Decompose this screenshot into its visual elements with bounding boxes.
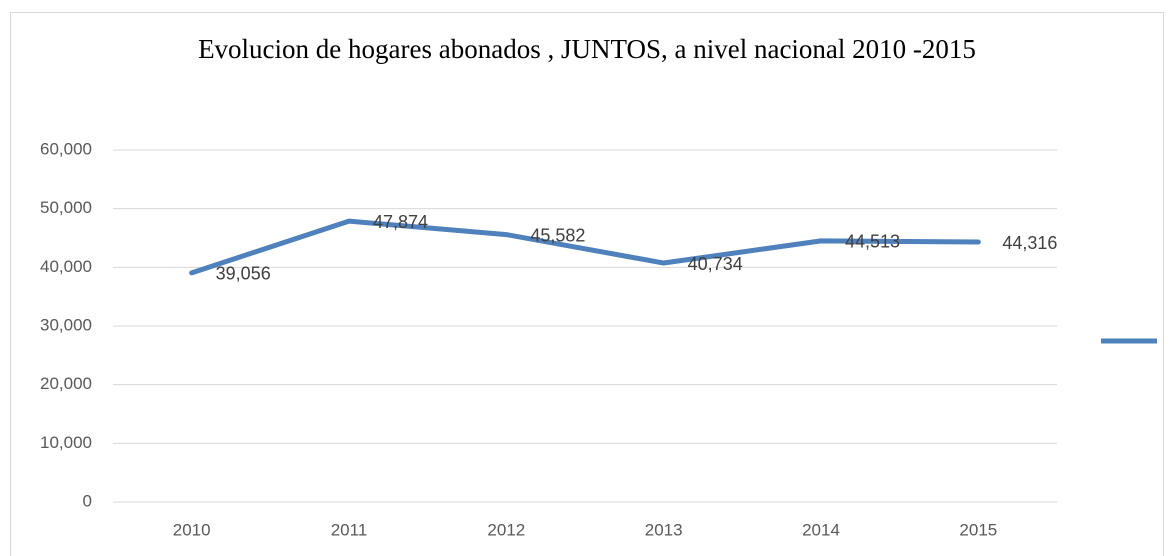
y-tick-label: 20,000 [40, 374, 92, 393]
y-tick-label: 30,000 [40, 315, 92, 334]
x-tick-label: 2010 [173, 520, 211, 539]
data-label: 40,734 [688, 254, 743, 274]
y-tick-label: 40,000 [40, 257, 92, 276]
data-label: 39,056 [216, 264, 271, 284]
series-line [189, 218, 981, 276]
y-tick-label: 60,000 [40, 139, 92, 158]
data-label: 45,582 [530, 225, 585, 245]
data-label: 47,874 [373, 212, 428, 232]
data-label: 44,316 [1002, 233, 1057, 253]
chart-border [10, 12, 1164, 556]
x-tick-label: 2012 [487, 520, 525, 539]
y-tick-label: 10,000 [40, 433, 92, 452]
x-tick-label: 2015 [959, 520, 997, 539]
x-tick-label: 2011 [331, 520, 368, 539]
y-tick-label: 0 [83, 491, 92, 510]
chart-title: Evolucion de hogares abonados , JUNTOS, … [198, 34, 976, 64]
x-tick-label: 2013 [645, 520, 683, 539]
y-tick-label: 50,000 [40, 198, 92, 217]
data-label: 44,513 [845, 232, 900, 252]
x-tick-label: 2014 [802, 520, 840, 539]
